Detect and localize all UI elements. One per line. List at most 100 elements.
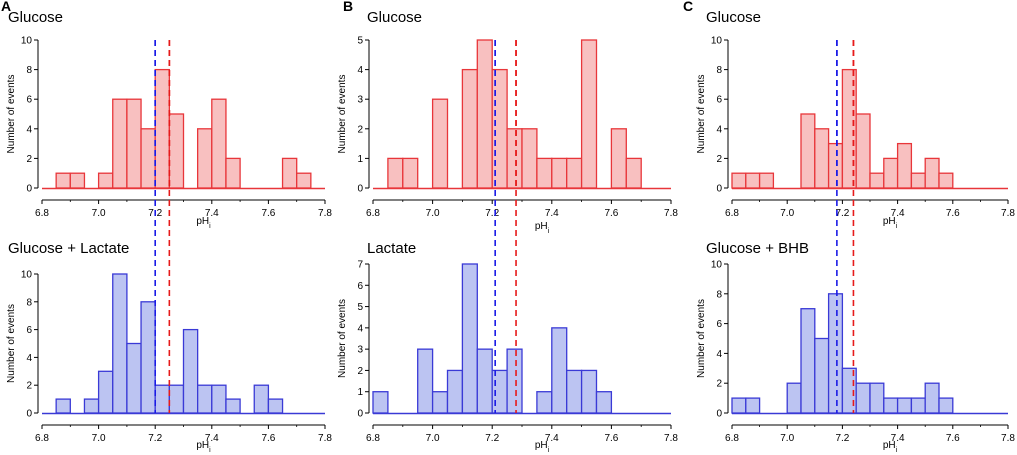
y-axis-label: Number of events bbox=[696, 75, 707, 154]
x-tick-label: 7.0 bbox=[426, 208, 440, 219]
x-tick-label: 7.6 bbox=[946, 208, 960, 219]
y-tick-label: 5 bbox=[357, 36, 363, 47]
chart-panel-a-bottom: Glucose + Lactate 0 2 4 6 8 10 Number of events… bbox=[6, 40, 332, 454]
histogram-bar bbox=[786, 382, 802, 414]
chart-panel-b-bottom: Lactate 0 1 2 3 4 5 6 7 Number of events 6.8 7.0 7.2… bbox=[337, 40, 678, 454]
histogram-bar bbox=[566, 157, 583, 189]
chart-title: Lactate bbox=[367, 240, 416, 257]
y-tick-label: 10 bbox=[711, 36, 723, 47]
histogram-bar bbox=[506, 348, 523, 414]
y-tick-label: 3 bbox=[357, 95, 363, 106]
histogram-bar bbox=[924, 157, 940, 189]
x-tick-label: 7.4 bbox=[545, 208, 559, 219]
histogram-bar bbox=[225, 157, 241, 189]
x-tick-label: 7.2 bbox=[835, 433, 849, 444]
histogram-bar bbox=[140, 301, 156, 414]
chart-title: Glucose + Lactate bbox=[8, 240, 129, 257]
histogram-bar bbox=[83, 398, 100, 414]
histogram-bar bbox=[896, 142, 913, 189]
histogram-bar bbox=[745, 172, 761, 189]
x-tick-label: 7.6 bbox=[604, 208, 618, 219]
chart-title: Glucose + BHB bbox=[706, 240, 809, 257]
chart-panel-c-top: C Glucose 0 2 4 6 8 10 Number of events 6.8 7.0 7.2… bbox=[683, 0, 1015, 230]
histogram-bar bbox=[551, 157, 568, 189]
histogram-bar bbox=[112, 273, 128, 414]
x-tick-label: 7.6 bbox=[261, 208, 275, 219]
histogram-bar bbox=[536, 157, 553, 189]
histogram-bar bbox=[55, 172, 71, 189]
x-tick-label: 6.8 bbox=[366, 433, 380, 444]
y-tick-label: 0 bbox=[716, 409, 722, 420]
y-tick-label: 2 bbox=[26, 381, 32, 392]
x-tick-label: 7.4 bbox=[891, 433, 905, 444]
x-tick-label: 7.4 bbox=[545, 433, 559, 444]
chart-title: Glucose bbox=[706, 9, 761, 26]
y-tick-label: 6 bbox=[716, 319, 722, 330]
histogram-bar bbox=[140, 128, 156, 189]
x-tick-label: 7.2 bbox=[485, 433, 499, 444]
y-tick-label: 1 bbox=[357, 154, 363, 165]
y-tick-label: 10 bbox=[21, 270, 33, 281]
histogram-bar bbox=[97, 370, 114, 414]
x-tick-label: 7.6 bbox=[946, 433, 960, 444]
histogram-bar bbox=[896, 397, 913, 414]
histogram-bar bbox=[731, 397, 747, 414]
x-tick-label: 6.8 bbox=[35, 433, 49, 444]
histogram-bar bbox=[800, 308, 816, 414]
x-tick-label: 7.0 bbox=[426, 433, 440, 444]
y-tick-label: 1 bbox=[357, 387, 363, 398]
histogram-bar bbox=[731, 172, 747, 189]
histogram-bar bbox=[126, 98, 142, 189]
histogram-bar bbox=[883, 397, 899, 414]
y-tick-label: 10 bbox=[711, 260, 723, 271]
histogram-bar bbox=[580, 39, 598, 189]
histogram-bar bbox=[372, 391, 389, 414]
histogram-bar bbox=[112, 98, 128, 189]
histogram-bar bbox=[814, 128, 830, 189]
histogram-bar bbox=[536, 391, 553, 414]
x-tick-label: 6.8 bbox=[725, 433, 739, 444]
histogram-bar bbox=[625, 157, 642, 189]
histogram-bar bbox=[521, 128, 538, 189]
histogram-bar bbox=[461, 68, 478, 189]
histogram-bar bbox=[883, 157, 899, 189]
y-tick-label: 8 bbox=[716, 289, 722, 300]
histogram-bar bbox=[580, 369, 598, 414]
y-tick-label: 0 bbox=[26, 409, 32, 420]
y-tick-label: 7 bbox=[357, 260, 363, 271]
chart-title: Glucose bbox=[8, 9, 63, 26]
x-tick-label: 7.0 bbox=[780, 433, 794, 444]
histogram-bar bbox=[827, 142, 844, 189]
panel-letter: A bbox=[1, 0, 11, 14]
histogram-bar bbox=[211, 98, 227, 189]
histogram-bar bbox=[595, 391, 613, 414]
y-tick-label: 3 bbox=[357, 345, 363, 356]
x-tick-label: 7.2 bbox=[485, 208, 499, 219]
x-tick-label: 7.4 bbox=[205, 208, 219, 219]
x-tick-label: 6.8 bbox=[366, 208, 380, 219]
y-tick-label: 8 bbox=[716, 65, 722, 76]
histogram-bar bbox=[476, 348, 493, 414]
histogram-bar bbox=[551, 327, 568, 414]
y-axis-label: Number of events bbox=[6, 304, 17, 383]
x-tick-label: 7.6 bbox=[261, 433, 275, 444]
histogram-bar bbox=[924, 382, 940, 414]
x-axis-label: pHi bbox=[196, 440, 211, 454]
x-tick-label: 7.4 bbox=[891, 208, 905, 219]
x-tick-label: 7.4 bbox=[205, 433, 219, 444]
histogram-bar bbox=[182, 328, 199, 414]
x-tick-label: 7.8 bbox=[318, 208, 332, 219]
histogram-bar bbox=[431, 98, 449, 189]
histogram-bar bbox=[431, 391, 449, 414]
y-axis-label: Number of events bbox=[337, 299, 348, 378]
histogram-bar bbox=[869, 172, 885, 189]
histogram-bar bbox=[168, 384, 185, 414]
histogram-bar bbox=[55, 398, 71, 414]
histogram-bar bbox=[910, 172, 926, 189]
x-tick-label: 7.8 bbox=[664, 208, 678, 219]
x-tick-label: 6.8 bbox=[725, 208, 739, 219]
panel-letter: B bbox=[343, 0, 353, 14]
x-tick-label: 7.0 bbox=[92, 433, 106, 444]
y-axis-label: Number of events bbox=[696, 299, 707, 378]
histogram-bar bbox=[69, 172, 86, 189]
